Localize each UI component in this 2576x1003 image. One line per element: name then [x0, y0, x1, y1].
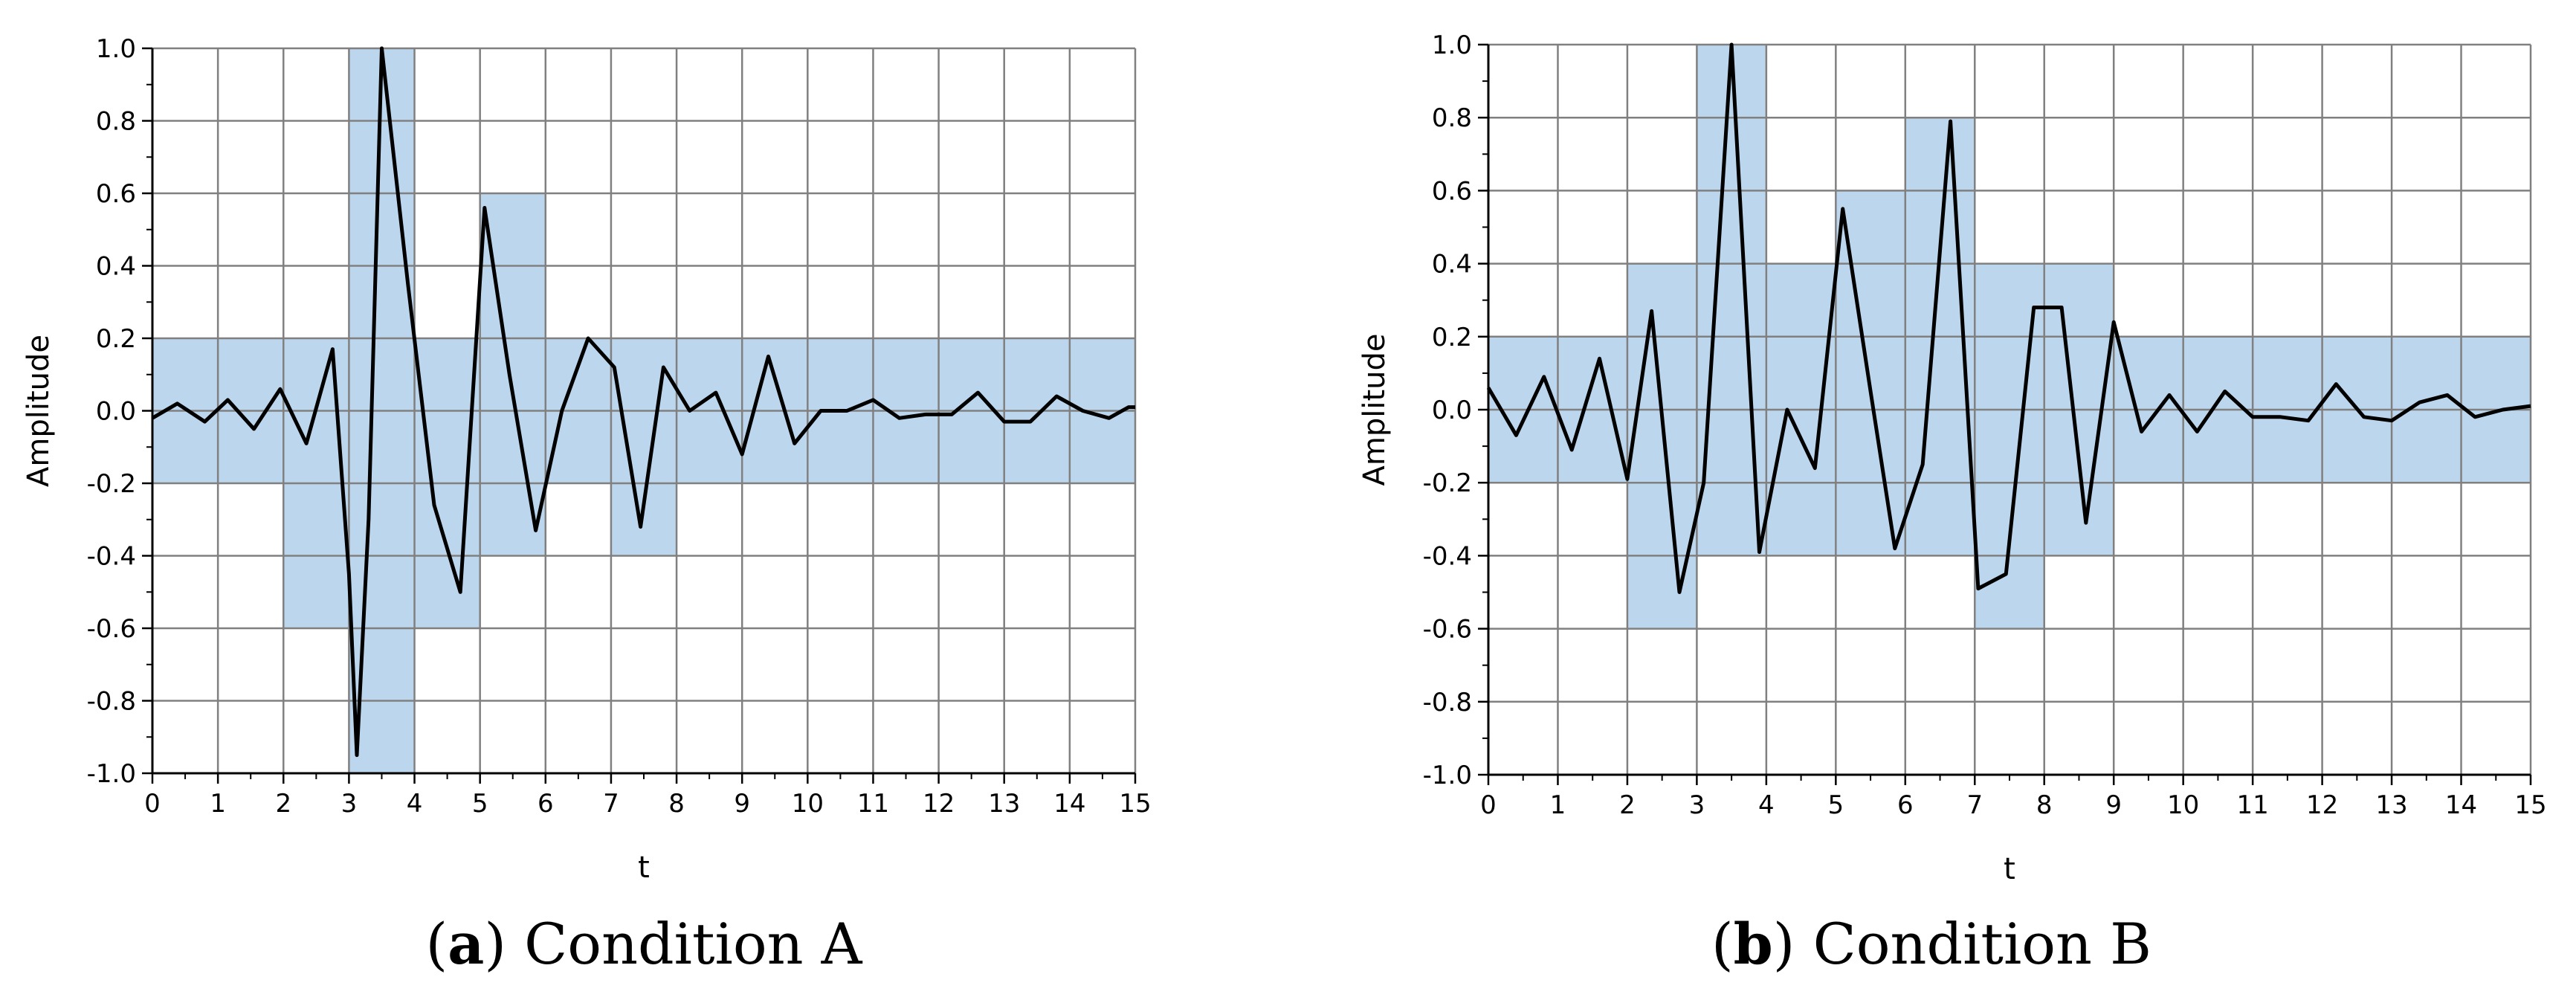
x-axis-ticks: 0 1 2 3 4 5 6 7 8 9 10 11 12 13 14 15: [1480, 775, 2547, 820]
chart-caption-b: (b) Condition B: [1711, 911, 2151, 977]
y-axis-ticks: 1.0 0.8 0.6 0.4 0.2 0.0 -0.2 -0.4 -0.6 -0.8 -1.0: [1423, 30, 1488, 790]
y-tick-label: 0.6: [1432, 176, 1472, 206]
y-tick-label: 0.0: [96, 397, 136, 427]
x-tick-label: 6: [538, 789, 554, 819]
y-tick-label: -1.0: [87, 759, 136, 789]
y-tick-label: 0.8: [1432, 103, 1472, 133]
x-tick-label: 13: [988, 789, 1020, 819]
x-tick-label: 1: [1550, 790, 1566, 820]
x-axis-title: t: [2004, 852, 2015, 886]
x-tick-label: 6: [1897, 790, 1914, 820]
x-tick-label: 2: [1619, 790, 1636, 820]
x-tick-label: 5: [1828, 790, 1844, 820]
x-tick-label: 15: [1119, 789, 1151, 819]
y-tick-label: 1.0: [96, 34, 136, 64]
y-axis-title: Amplitude: [22, 335, 56, 487]
x-tick-label: 10: [2167, 790, 2199, 820]
chart-panel-a: 0 1 2 3 4 5 6 7 8 9 10 11 12 13 14 15 1.0 0.8 0.6 0.4 0.2 0.0…: [22, 34, 1152, 977]
x-tick-label: 12: [2306, 790, 2338, 820]
y-tick-label: -1.0: [1423, 761, 1472, 790]
y-tick-label: -0.2: [1423, 468, 1472, 498]
series-line: [151, 46, 1135, 758]
y-axis-title: Amplitude: [1358, 334, 1392, 486]
y-tick-label: 0.0: [1432, 396, 1472, 425]
gridlines: [151, 47, 1137, 775]
x-tick-label: 11: [2237, 790, 2269, 820]
chart-caption-a: (a) Condition A: [425, 911, 862, 977]
caption-text: Condition B: [1812, 911, 2151, 977]
x-tick-label: 8: [2036, 790, 2053, 820]
y-tick-label: -0.6: [1423, 615, 1472, 645]
y-tick-label: 0.4: [96, 252, 136, 282]
x-tick-label: 1: [210, 789, 226, 819]
x-tick-label: 3: [341, 789, 358, 819]
x-tick-label: 4: [407, 789, 423, 819]
line-chart-a: 0 1 2 3 4 5 6 7 8 9 10 11 12 13 14 151.00.80.60.40.20.0…: [22, 34, 1152, 885]
series-line: [1486, 42, 2531, 594]
y-tick-label: -0.2: [87, 469, 136, 499]
y-tick-label: 0.2: [96, 324, 136, 354]
x-axis-title: t: [638, 851, 650, 885]
y-tick-label: 0.4: [1432, 250, 1472, 280]
y-tick-label: -0.8: [87, 687, 136, 717]
x-tick-label: 8: [668, 789, 685, 819]
y-tick-label: -0.6: [87, 614, 136, 644]
x-tick-label: 7: [1966, 790, 1983, 820]
y-tick-label: 1.0: [1432, 30, 1472, 60]
line-chart-b: 0 1 2 3 4 5 6 7 8 9 10 11 12 13 14 151.00.80.60.40.20.0…: [1358, 30, 2547, 886]
highlight-cell: [1627, 263, 1697, 629]
x-tick-label: 15: [2514, 790, 2546, 820]
y-tick-label: -0.4: [1423, 541, 1472, 571]
caption-text: Condition A: [524, 911, 862, 977]
x-tick-label: 0: [144, 789, 161, 819]
chart-panel-b: 0 1 2 3 4 5 6 7 8 9 10 11 12 13 14 15 1.0 0.8 0.6 0.4 0.2 0.0…: [1288, 0, 2575, 1003]
x-tick-label: 12: [923, 789, 955, 819]
y-tick-label: -0.4: [87, 542, 136, 572]
x-tick-label: 9: [734, 789, 750, 819]
x-tick-label: 3: [1689, 790, 1705, 820]
x-tick-label: 7: [603, 789, 619, 819]
x-tick-label: 5: [472, 789, 488, 819]
x-tick-label: 13: [2375, 790, 2407, 820]
x-tick-label: 14: [2445, 790, 2477, 820]
x-tick-label: 11: [857, 789, 889, 819]
caption-letter: a: [448, 911, 485, 977]
x-tick-label: 4: [1758, 790, 1775, 820]
gridlines: [1487, 43, 2532, 776]
caption-letter: b: [1733, 911, 1773, 977]
y-tick-label: 0.6: [96, 179, 136, 209]
x-tick-label: 10: [792, 789, 824, 819]
x-axis-ticks: 0 1 2 3 4 5 6 7 8 9 10 11 12 13 14 15: [144, 773, 1152, 819]
x-tick-label: 0: [1480, 790, 1497, 820]
x-tick-label: 9: [2105, 790, 2122, 820]
x-tick-label: 2: [275, 789, 291, 819]
x-tick-label: 14: [1053, 789, 1085, 819]
y-tick-label: 0.2: [1432, 323, 1472, 352]
y-axis-ticks: 1.0 0.8 0.6 0.4 0.2 0.0 -0.2 -0.4 -0.6 -0.8 -1.0: [87, 34, 152, 789]
y-tick-label: -0.8: [1423, 688, 1472, 717]
y-tick-label: 0.8: [96, 107, 136, 137]
highlight-cell: [1836, 190, 1905, 556]
